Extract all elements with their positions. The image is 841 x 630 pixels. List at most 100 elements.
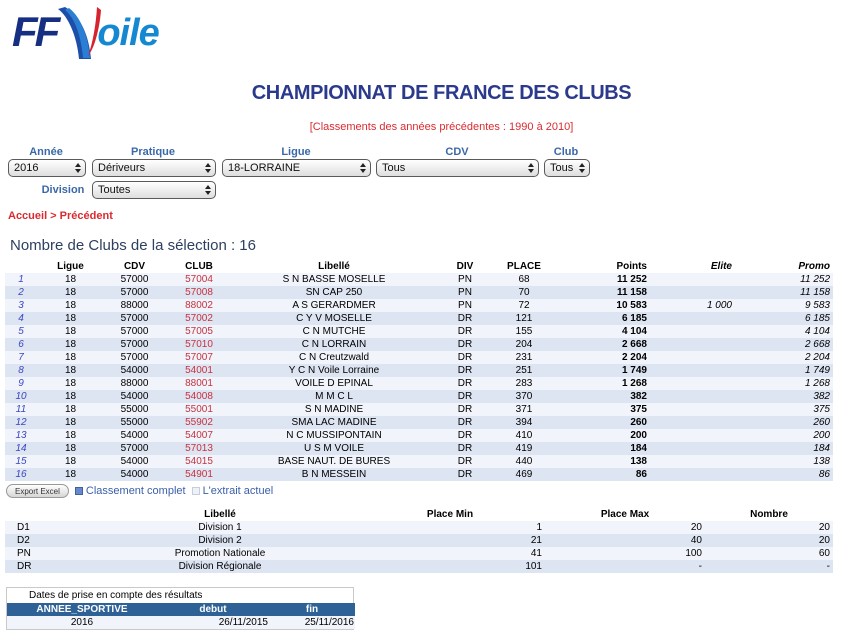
date-annee: 2016 (7, 616, 157, 629)
division-row: PN Promotion Nationale 41 100 60 (5, 547, 833, 560)
division-nombre: 60 (705, 547, 833, 560)
club-elite (650, 390, 735, 403)
stepper-icon (75, 163, 81, 173)
club-elite (650, 455, 735, 468)
date-fin: 25/11/2016 (269, 616, 355, 629)
filters-bar: Année Pratique Ligue CDV Club 2016 Dériv… (0, 146, 841, 204)
club-elite (650, 338, 735, 351)
club-place: 231 (495, 351, 553, 364)
club-code-link[interactable]: 88002 (165, 299, 233, 312)
extract-icon (191, 487, 200, 495)
club-code-link[interactable]: 54008 (165, 390, 233, 403)
col-rank (5, 260, 37, 273)
club-promo: 2 668 (735, 338, 833, 351)
club-points: 10 583 (553, 299, 650, 312)
club-code-link[interactable]: 57004 (165, 273, 233, 286)
page-header: FF oile CHAMPIONNAT DE FRANCE DES CLUBS … (0, 0, 841, 140)
cdv-select[interactable]: Tous (376, 159, 539, 177)
club-points: 1 268 (553, 377, 650, 390)
club-cdv: 88000 (104, 377, 165, 390)
club-promo: 2 204 (735, 351, 833, 364)
club-promo: 200 (735, 429, 833, 442)
pratique-select[interactable]: Dériveurs (92, 159, 216, 177)
club-cdv: 57000 (104, 273, 165, 286)
col-div: DIV (456, 261, 474, 272)
previous-years-link[interactable]: [Classements des années précédentes : 19… (309, 121, 574, 133)
club-promo: 1 749 (735, 364, 833, 377)
club-code-link[interactable]: 57002 (165, 312, 233, 325)
club-libelle: N C MUSSIPONTAIN (233, 429, 435, 442)
club-ligue: 18 (37, 338, 104, 351)
club-points: 200 (553, 429, 650, 442)
club-row: 7 18 57000 57007 C N Creutzwald DR 231 2… (5, 351, 833, 364)
annee-select[interactable]: 2016 (8, 159, 86, 177)
breadcrumb[interactable]: Accueil > Précédent (8, 210, 113, 222)
club-promo: 382 (735, 390, 833, 403)
club-code-link[interactable]: 54001 (165, 364, 233, 377)
club-libelle: C Y V MOSELLE (233, 312, 435, 325)
club-place: 70 (495, 286, 553, 299)
club-code-link[interactable]: 57010 (165, 338, 233, 351)
club-rank: 6 (5, 338, 37, 351)
club-cdv: 54000 (104, 429, 165, 442)
club-code-link[interactable]: 55902 (165, 416, 233, 429)
club-libelle: SN CAP 250 (233, 286, 435, 299)
col-annee-sportive: ANNEE_SPORTIVE (7, 603, 157, 616)
division-nombre: - (705, 560, 833, 573)
extrait-actuel-link[interactable]: L'extrait actuel (191, 485, 273, 497)
club-rank: 7 (5, 351, 37, 364)
club-elite (650, 468, 735, 481)
club-code-link[interactable]: 57005 (165, 325, 233, 338)
club-row: 2 18 57000 57008 SN CAP 250 PN 70 11 158… (5, 286, 833, 299)
club-ligue: 18 (37, 455, 104, 468)
export-excel-button[interactable]: Export Excel (6, 484, 69, 498)
club-div: DR (435, 442, 495, 455)
division-libelle: Division 1 (85, 521, 355, 534)
classement-complet-label: Classement complet (85, 485, 186, 497)
club-code-link[interactable]: 88001 (165, 377, 233, 390)
selection-count-title: Nombre de Clubs de la sélection : 16 (10, 237, 256, 254)
club-place: 72 (495, 299, 553, 312)
club-promo: 11 252 (735, 273, 833, 286)
club-code-link[interactable]: 55001 (165, 403, 233, 416)
club-rank: 2 (5, 286, 37, 299)
date-row: 2016 26/11/2015 25/11/2016 (7, 616, 355, 629)
club-code-link[interactable]: 57007 (165, 351, 233, 364)
ffvoile-logo[interactable]: FF oile (12, 6, 160, 65)
club-rank: 11 (5, 403, 37, 416)
club-row: 3 18 88000 88002 A S GERARDMER PN 72 10 … (5, 299, 833, 312)
dates-header-row: ANNEE_SPORTIVE debut fin (7, 603, 355, 616)
club-select[interactable]: Tous (544, 159, 590, 177)
club-code-link[interactable]: 54901 (165, 468, 233, 481)
ligue-label: Ligue (281, 146, 311, 158)
club-row: 14 18 57000 57013 U S M VOILE DR 419 184… (5, 442, 833, 455)
club-ligue: 18 (37, 390, 104, 403)
club-cdv: 57000 (104, 442, 165, 455)
dates-table: ANNEE_SPORTIVE debut fin 2016 26/11/2015… (7, 603, 355, 629)
club-code-link[interactable]: 54015 (165, 455, 233, 468)
club-rank: 14 (5, 442, 37, 455)
club-libelle: B N MESSEIN (233, 468, 435, 481)
club-code-link[interactable]: 57008 (165, 286, 233, 299)
club-code-link[interactable]: 54007 (165, 429, 233, 442)
ligue-select[interactable]: 18-LORRAINE (222, 159, 371, 177)
club-row: 8 18 54000 54001 Y C N Voile Lorraine DR… (5, 364, 833, 377)
club-place: 419 (495, 442, 553, 455)
division-place-min: 1 (355, 521, 545, 534)
logo-oile-text: oile (97, 12, 159, 54)
club-points: 1 749 (553, 364, 650, 377)
stepper-icon (205, 163, 211, 173)
club-place: 370 (495, 390, 553, 403)
division-select[interactable]: Toutes (92, 181, 216, 199)
club-place: 155 (495, 325, 553, 338)
club-rank: 8 (5, 364, 37, 377)
division-place-min: 41 (355, 547, 545, 560)
division-libelle: Division Régionale (85, 560, 355, 573)
club-points: 184 (553, 442, 650, 455)
club-rank: 16 (5, 468, 37, 481)
classement-complet-link[interactable]: Classement complet (74, 485, 186, 497)
club-code-link[interactable]: 57013 (165, 442, 233, 455)
col-div-nombre: Nombre (750, 509, 788, 520)
club-elite (650, 312, 735, 325)
club-libelle: VOILE D EPINAL (233, 377, 435, 390)
